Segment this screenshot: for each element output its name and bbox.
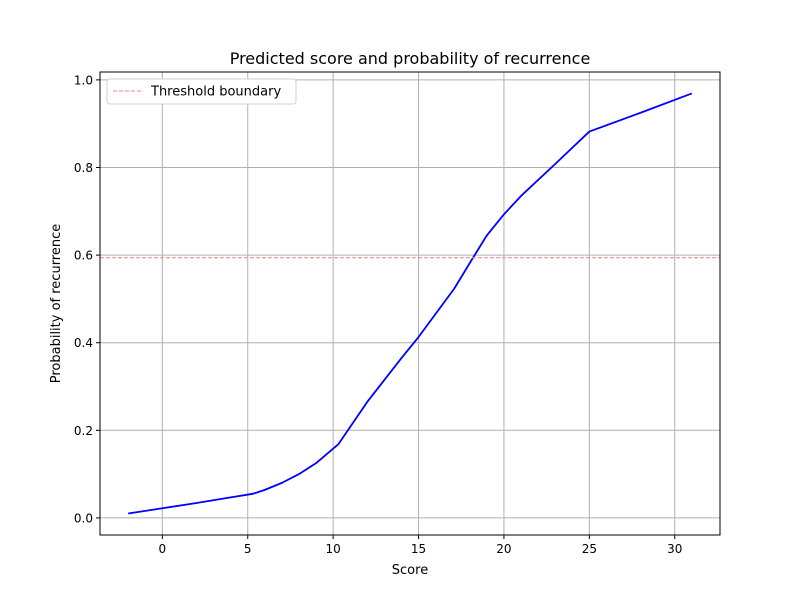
y-tick-label: 0.0 (74, 511, 93, 525)
x-tick-label: 5 (244, 542, 252, 556)
y-tick-label: 0.4 (74, 336, 93, 350)
probability-curve (128, 92, 693, 515)
y-tick-label: 0.6 (74, 249, 93, 263)
x-tick-label: 25 (582, 542, 597, 556)
x-tick-label: 15 (411, 542, 426, 556)
y-tick-label: 0.8 (74, 161, 93, 175)
legend-threshold-label: Threshold boundary (150, 85, 281, 100)
grid (100, 72, 720, 535)
legend: Threshold boundary (106, 78, 297, 105)
x-tick-label: 20 (496, 542, 511, 556)
y-tick-label: 1.0 (74, 73, 93, 87)
x-tick-label: 10 (325, 542, 340, 556)
y-tick-label: 0.2 (74, 424, 93, 438)
x-axis-label: Score (392, 563, 428, 578)
plot-frame (99, 71, 721, 536)
legend-box (106, 78, 297, 105)
x-tick-label: 30 (667, 542, 682, 556)
chart-title: Predicted score and probability of recur… (230, 49, 591, 68)
x-tick-label: 0 (159, 542, 167, 556)
series-layer (100, 92, 720, 515)
ticks: 0 5 10 15 20 25 30 0.0 0.2 0.4 0.6 0.8 1.0 (74, 73, 682, 556)
y-axis-label: Probability of recurrence (49, 224, 64, 384)
